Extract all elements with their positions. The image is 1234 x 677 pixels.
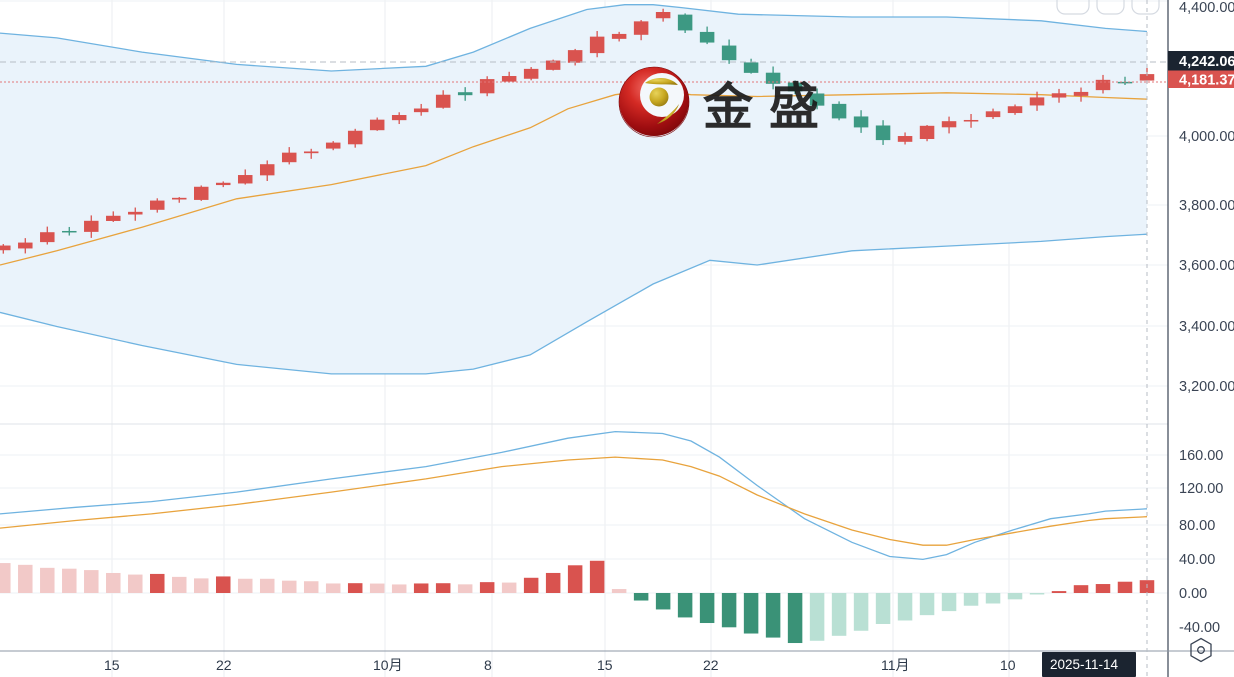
svg-text:11月: 11月	[881, 657, 910, 673]
svg-text:22: 22	[703, 657, 719, 673]
svg-text:0.00: 0.00	[1179, 586, 1207, 602]
svg-text:160.00: 160.00	[1179, 448, 1223, 464]
svg-text:2025-11-14: 2025-11-14	[1050, 657, 1119, 672]
svg-text:15: 15	[104, 657, 120, 673]
svg-text:4,181.37: 4,181.37	[1179, 73, 1234, 89]
svg-text:金盛: 金盛	[703, 79, 835, 135]
svg-text:40.00: 40.00	[1179, 552, 1215, 568]
svg-text:3,400.00: 3,400.00	[1179, 319, 1234, 335]
svg-text:8: 8	[484, 657, 492, 673]
svg-text:10: 10	[1000, 657, 1016, 673]
svg-text:4,000.00: 4,000.00	[1179, 129, 1234, 145]
svg-text:22: 22	[216, 657, 232, 673]
svg-text:3,200.00: 3,200.00	[1179, 379, 1234, 395]
svg-text:3,600.00: 3,600.00	[1179, 258, 1234, 274]
svg-text:120.00: 120.00	[1179, 481, 1223, 497]
svg-text:4,242.06: 4,242.06	[1179, 54, 1234, 70]
svg-text:80.00: 80.00	[1179, 518, 1215, 534]
svg-text:4,400.00: 4,400.00	[1179, 0, 1234, 16]
svg-text:15: 15	[597, 657, 613, 673]
svg-text:3,800.00: 3,800.00	[1179, 198, 1234, 214]
svg-text:10月: 10月	[373, 657, 403, 673]
svg-text:-40.00: -40.00	[1179, 620, 1220, 636]
